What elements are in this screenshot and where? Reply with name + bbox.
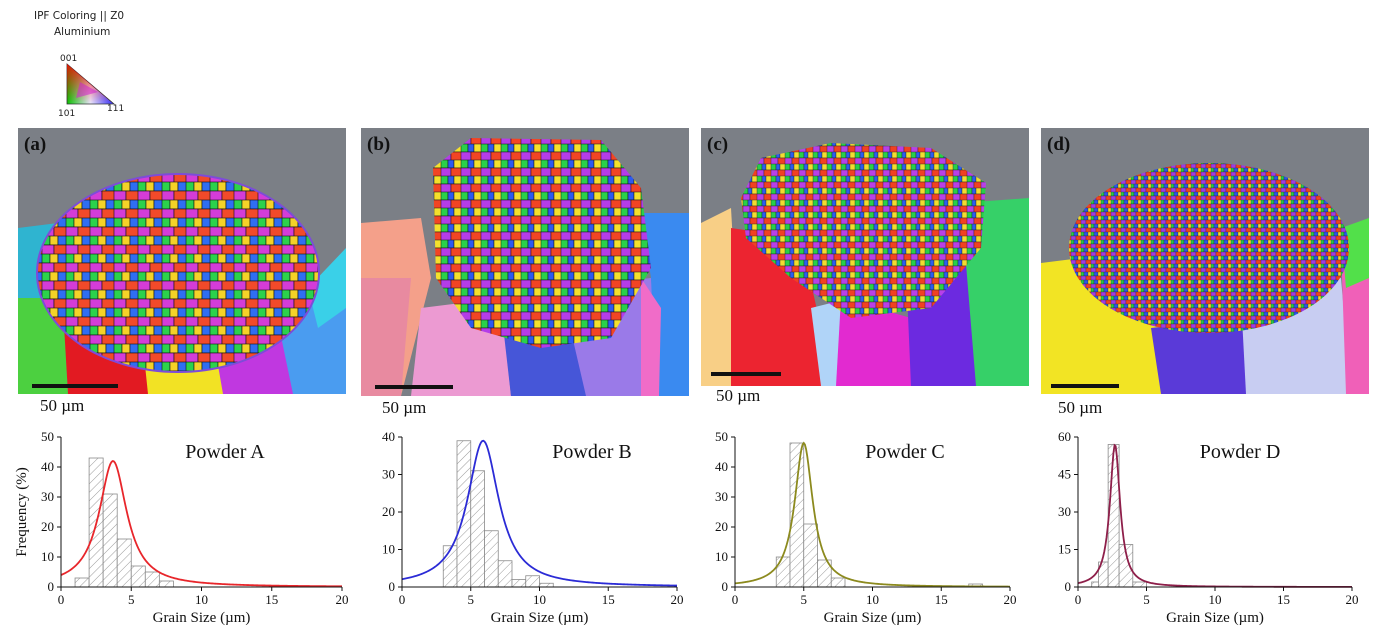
panel-letter-a: (a) xyxy=(24,134,47,155)
x-tick-label-a-2: 10 xyxy=(195,592,208,607)
y-tick-label-d-1: 15 xyxy=(1058,542,1071,557)
x-tick-label-c-0: 0 xyxy=(732,592,739,607)
histogram-bar-a-5 xyxy=(144,571,160,588)
histogram-bar-a-6 xyxy=(158,580,174,588)
fit-curve-c xyxy=(734,441,1010,588)
ebsd-map-d: (d) xyxy=(1041,128,1369,394)
x-tick-label-a-3: 15 xyxy=(265,592,278,607)
histogram-bar-b-5 xyxy=(511,579,527,588)
ebsd-image-b xyxy=(361,128,689,396)
y-tick-label-d-0: 0 xyxy=(1065,579,1072,594)
y-tick-label-b-3: 30 xyxy=(382,467,395,482)
y-tick-label-b-0: 0 xyxy=(389,579,396,594)
histogram-bar-a-3 xyxy=(116,538,132,588)
ebsd-image-a xyxy=(18,128,346,394)
histogram-bar-b-7 xyxy=(539,582,554,588)
panel-letter-b: (b) xyxy=(367,134,391,155)
histogram-bar-b-3 xyxy=(484,530,499,588)
x-tick-label-c-4: 20 xyxy=(1004,592,1017,607)
x-tick-label-a-0: 0 xyxy=(58,592,65,607)
chart-title-b: Powder B xyxy=(552,441,631,463)
x-axis-label-c: Grain Size (µm) xyxy=(824,610,922,626)
y-tick-label-c-4: 40 xyxy=(715,459,728,474)
pole-101-label: 101 xyxy=(58,109,75,119)
x-axis-label-b: Grain Size (µm) xyxy=(491,610,589,626)
ebsd-image-c xyxy=(701,128,1029,386)
x-tick-label-d-4: 20 xyxy=(1346,592,1359,607)
histogram-bar-b-2 xyxy=(470,470,485,588)
histogram-bar-a-0 xyxy=(74,577,90,588)
histogram-bar-b-6 xyxy=(525,575,540,588)
chart-title-d: Powder D xyxy=(1200,441,1281,463)
histogram-bar-b-0 xyxy=(442,545,458,588)
x-tick-label-a-1: 5 xyxy=(128,592,135,607)
x-tick-label-c-3: 15 xyxy=(935,592,948,607)
ipf-legend: IPF Coloring || Z0 Aluminium 001 101 111 xyxy=(0,0,240,125)
pole-001-label: 001 xyxy=(60,54,77,64)
y-axis-label-a: Frequency (%) xyxy=(14,467,30,557)
x-tick-label-a-4: 20 xyxy=(336,592,349,607)
y-tick-label-a-3: 30 xyxy=(41,489,54,504)
x-axis-label-a: Grain Size (µm) xyxy=(153,610,251,626)
x-tick-label-d-0: 0 xyxy=(1075,592,1082,607)
chart-title-a: Powder A xyxy=(185,441,265,463)
scale-label-c: 50 µm xyxy=(716,386,761,405)
legend-title: IPF Coloring || Z0 xyxy=(34,10,125,22)
x-tick-label-d-2: 10 xyxy=(1209,592,1222,607)
scale-label-a: 50 µm xyxy=(40,396,85,415)
histogram-bar-c-4 xyxy=(830,577,846,588)
x-tick-label-b-2: 10 xyxy=(533,592,546,607)
y-tick-label-c-1: 10 xyxy=(715,549,728,564)
x-tick-label-b-3: 15 xyxy=(602,592,615,607)
ebsd-map-c: (c) xyxy=(701,128,1029,386)
fit-curve-a xyxy=(60,460,343,588)
histogram-bar-c-2 xyxy=(803,523,818,588)
x-tick-label-b-1: 5 xyxy=(468,592,475,607)
x-tick-label-d-1: 5 xyxy=(1143,592,1150,607)
y-tick-label-a-0: 0 xyxy=(48,579,55,594)
y-tick-label-b-1: 10 xyxy=(382,542,395,557)
scale-label-b: 50 µm xyxy=(382,398,427,417)
ipf-triangle-key: 001 101 111 xyxy=(58,54,124,119)
y-tick-label-a-2: 20 xyxy=(41,519,54,534)
panel-letter-d: (d) xyxy=(1047,134,1071,155)
y-tick-label-d-2: 30 xyxy=(1058,504,1071,519)
legend-material: Aluminium xyxy=(54,26,111,38)
y-tick-label-d-3: 45 xyxy=(1058,467,1071,482)
y-tick-label-a-1: 10 xyxy=(41,549,54,564)
histogram-bar-c-0 xyxy=(775,556,791,588)
y-tick-label-c-0: 0 xyxy=(722,579,729,594)
ebsd-map-a: (a) xyxy=(18,128,346,394)
histogram-bar-a-4 xyxy=(130,565,146,588)
x-tick-label-c-2: 10 xyxy=(866,592,879,607)
y-tick-label-c-3: 30 xyxy=(715,489,728,504)
x-tick-label-b-4: 20 xyxy=(671,592,684,607)
panel-letter-c: (c) xyxy=(707,134,729,155)
y-tick-label-a-4: 40 xyxy=(41,459,54,474)
x-axis-label-d: Grain Size (µm) xyxy=(1166,610,1264,626)
histogram-bar-b-4 xyxy=(497,560,513,588)
fit-curve-b xyxy=(401,439,678,587)
y-tick-label-c-5: 50 xyxy=(715,429,728,444)
x-tick-label-c-1: 5 xyxy=(801,592,808,607)
chart-title-c: Powder C xyxy=(865,441,944,463)
pole-111-label: 111 xyxy=(107,104,124,114)
x-tick-label-b-0: 0 xyxy=(399,592,406,607)
y-tick-label-d-4: 60 xyxy=(1058,429,1071,444)
histogram-bar-d-4 xyxy=(1132,581,1147,588)
ebsd-map-b: (b) xyxy=(361,128,689,396)
x-tick-label-d-3: 15 xyxy=(1277,592,1290,607)
y-tick-label-a-5: 50 xyxy=(41,429,54,444)
ebsd-image-d xyxy=(1041,128,1369,394)
histogram-bar-a-2 xyxy=(102,493,118,588)
y-tick-label-b-2: 20 xyxy=(382,504,395,519)
scale-label-d: 50 µm xyxy=(1058,398,1103,417)
y-tick-label-c-2: 20 xyxy=(715,519,728,534)
y-tick-label-b-4: 40 xyxy=(382,429,395,444)
